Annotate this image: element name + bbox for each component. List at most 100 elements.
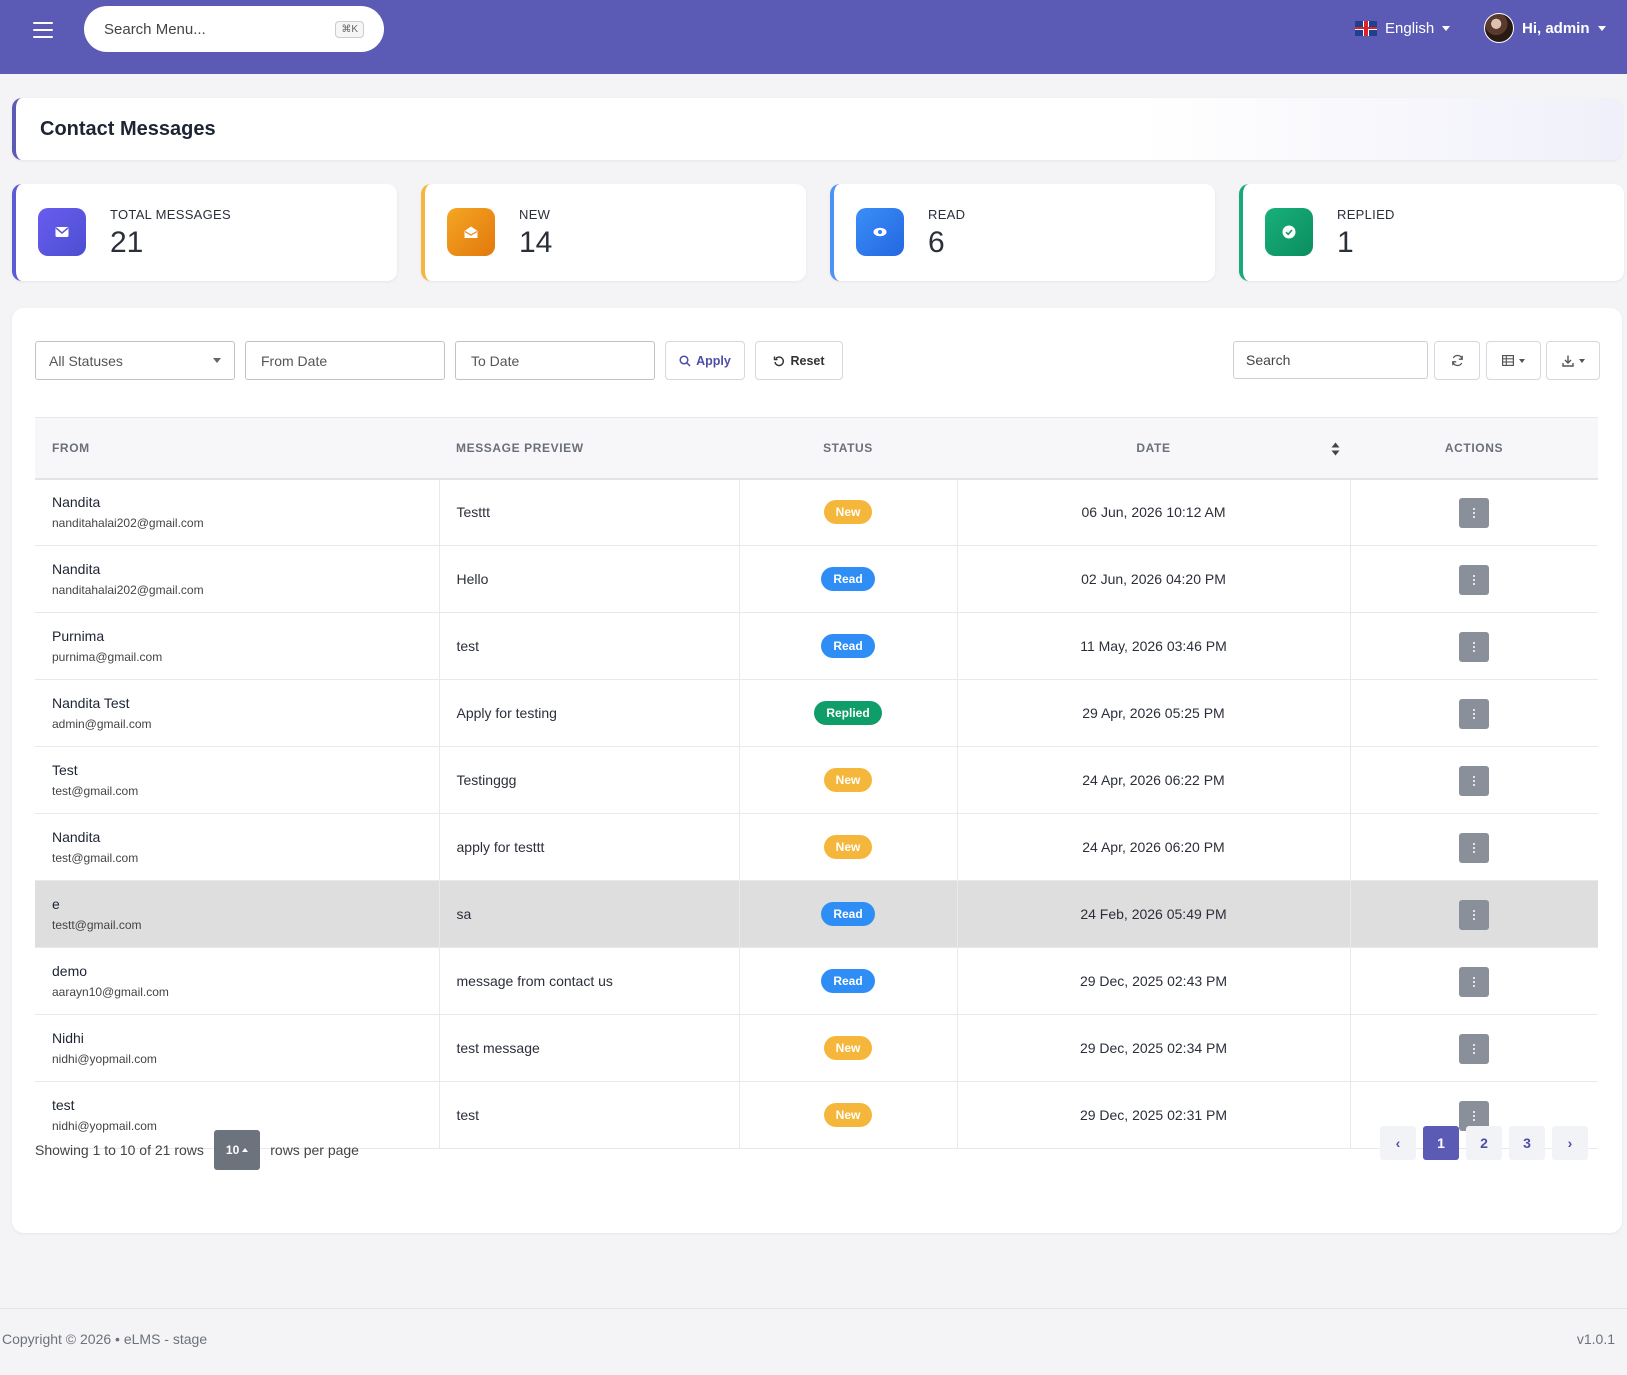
page-2-button[interactable]: 2 — [1466, 1126, 1502, 1160]
actions-cell — [1350, 679, 1598, 747]
chevron-down-icon — [1578, 358, 1585, 363]
date-cell: 29 Dec, 2025 02:43 PM — [957, 947, 1351, 1015]
row-actions-button[interactable] — [1459, 698, 1490, 729]
table-row[interactable]: Nandita nanditahalai202@gmail.com Testtt Ne… — [35, 478, 1598, 546]
sender-name: e — [52, 896, 60, 912]
rows-per-page-button[interactable]: 10 — [213, 1130, 261, 1170]
reset-button[interactable]: Reset — [755, 341, 843, 380]
sender-email: aarayn10@gmail.com — [52, 985, 169, 999]
chevron-down-icon — [1519, 358, 1525, 363]
page-3-button[interactable]: 3 — [1509, 1126, 1545, 1160]
table-row[interactable]: Test test@gmail.com Testinggg New 24 Apr, 20… — [35, 746, 1598, 814]
showing-rows-text: Showing 1 to 10 of 21 rows — [35, 1142, 204, 1158]
actions-cell — [1350, 545, 1598, 613]
actions-cell — [1350, 880, 1598, 948]
status-cell: Read — [739, 880, 958, 948]
row-actions-button[interactable] — [1459, 832, 1490, 863]
envelope-open-icon — [447, 208, 495, 256]
table-row[interactable]: Purnima purnima@gmail.com test Read 11 May, … — [35, 612, 1598, 680]
row-actions-button[interactable] — [1459, 966, 1490, 997]
table-row[interactable]: Nandita test@gmail.com apply for testtt New… — [35, 813, 1598, 881]
uk-flag-icon — [1355, 20, 1377, 36]
more-vertical-icon — [1473, 1110, 1476, 1121]
sender-email: admin@gmail.com — [52, 717, 152, 731]
from-cell: demo aarayn10@gmail.com — [35, 947, 440, 1015]
message-preview-cell: test — [439, 1081, 740, 1149]
message-preview-cell: Testtt — [439, 478, 740, 546]
table-row[interactable]: test nidhi@yopmail.com test New 29 Dec, 2025… — [35, 1081, 1598, 1149]
stat-label: TOTAL MESSAGES — [110, 207, 231, 222]
status-badge: Read — [821, 567, 875, 591]
status-cell: New — [739, 746, 958, 814]
refresh-button[interactable] — [1434, 341, 1480, 380]
sender-name: Nandita — [52, 561, 101, 577]
copyright-text: Copyright © 2026 • eLMS - stage — [2, 1331, 208, 1347]
search-icon — [679, 354, 691, 367]
table-row[interactable]: demo aarayn10@gmail.com message from conta… — [35, 947, 1598, 1015]
sender-name: Purnima — [52, 628, 105, 644]
sender-email: nidhi@yopmail.com — [52, 1052, 157, 1066]
row-actions-button[interactable] — [1459, 1100, 1490, 1131]
messages-table: FROM MESSAGE PREVIEW STATUS DATE ACTIONS… — [35, 417, 1598, 1149]
from-date-input[interactable]: From Date — [245, 341, 445, 380]
hamburger-menu-icon[interactable] — [33, 22, 53, 38]
from-cell: Nidhi nidhi@yopmail.com — [35, 1014, 440, 1082]
status-cell: Replied — [739, 679, 958, 747]
check-circle-icon — [1265, 208, 1313, 256]
actions-cell — [1350, 612, 1598, 680]
column-header-date-label: DATE — [1136, 440, 1171, 455]
apply-button[interactable]: Apply — [665, 341, 745, 380]
status-cell: Read — [739, 947, 958, 1015]
pagination: ‹ 1 2 3 › — [1380, 1126, 1588, 1160]
chevron-down-icon — [213, 358, 221, 363]
user-menu[interactable]: Hi, admin — [1484, 13, 1606, 43]
columns-toggle-button[interactable] — [1486, 341, 1541, 380]
menu-search-placeholder: Search Menu... — [104, 20, 206, 38]
undo-icon — [774, 355, 785, 366]
chevron-down-icon — [1442, 25, 1451, 31]
from-cell: e testt@gmail.com — [35, 880, 440, 948]
table-row[interactable]: e testt@gmail.com sa Read 24 Feb, 2026 05:49… — [35, 880, 1598, 948]
from-date-placeholder: From Date — [261, 352, 328, 369]
to-date-input[interactable]: To Date — [455, 341, 655, 380]
sender-email: test@gmail.com — [52, 784, 139, 798]
message-preview-cell: Apply for testing — [439, 679, 740, 747]
row-actions-button[interactable] — [1459, 497, 1490, 528]
table-search-input[interactable]: Search — [1233, 341, 1428, 379]
next-page-button[interactable]: › — [1552, 1126, 1588, 1160]
row-actions-button[interactable] — [1459, 1033, 1490, 1064]
page-1-button[interactable]: 1 — [1423, 1126, 1459, 1160]
refresh-icon — [1451, 354, 1463, 367]
table-columns-icon — [1502, 355, 1514, 366]
apply-label: Apply — [696, 353, 731, 368]
pagination-info: Showing 1 to 10 of 21 rows 10 rows per p… — [35, 1130, 359, 1170]
row-actions-button[interactable] — [1459, 631, 1490, 662]
rows-per-page-suffix: rows per page — [270, 1142, 359, 1158]
table-row[interactable]: Nandita nanditahalai202@gmail.com Hello Rea… — [35, 545, 1598, 613]
envelope-icon — [38, 208, 86, 256]
export-button[interactable] — [1546, 341, 1600, 380]
table-row[interactable]: Nidhi nidhi@yopmail.com test message New 29 … — [35, 1014, 1598, 1082]
version-text: v1.0.1 — [1576, 1331, 1615, 1347]
more-vertical-icon — [1473, 574, 1476, 585]
table-row[interactable]: Nandita Test admin@gmail.com Apply for tes… — [35, 679, 1598, 747]
actions-cell — [1350, 746, 1598, 814]
messages-table-card: All Statuses From Date To Date Apply Res… — [12, 308, 1622, 1233]
row-actions-button[interactable] — [1459, 899, 1490, 930]
prev-page-button[interactable]: ‹ — [1380, 1126, 1416, 1160]
date-cell: 24 Feb, 2026 05:49 PM — [957, 880, 1351, 948]
stat-card-replied: REPLIED 1 — [1239, 184, 1624, 281]
status-filter-value: All Statuses — [49, 352, 123, 369]
language-selector[interactable]: English — [1355, 17, 1451, 39]
date-cell: 29 Apr, 2026 05:25 PM — [957, 679, 1351, 747]
column-header-message-preview: MESSAGE PREVIEW — [439, 417, 739, 480]
download-icon — [1561, 355, 1574, 367]
more-vertical-icon — [1473, 775, 1476, 786]
status-filter-select[interactable]: All Statuses — [35, 341, 235, 380]
column-header-date[interactable]: DATE — [957, 417, 1350, 480]
menu-search-input[interactable]: Search Menu... ⌘K — [84, 6, 384, 52]
row-actions-button[interactable] — [1459, 564, 1490, 595]
row-actions-button[interactable] — [1459, 765, 1490, 796]
date-cell: 11 May, 2026 03:46 PM — [957, 612, 1351, 680]
page-header-card: Contact Messages — [12, 98, 1622, 160]
